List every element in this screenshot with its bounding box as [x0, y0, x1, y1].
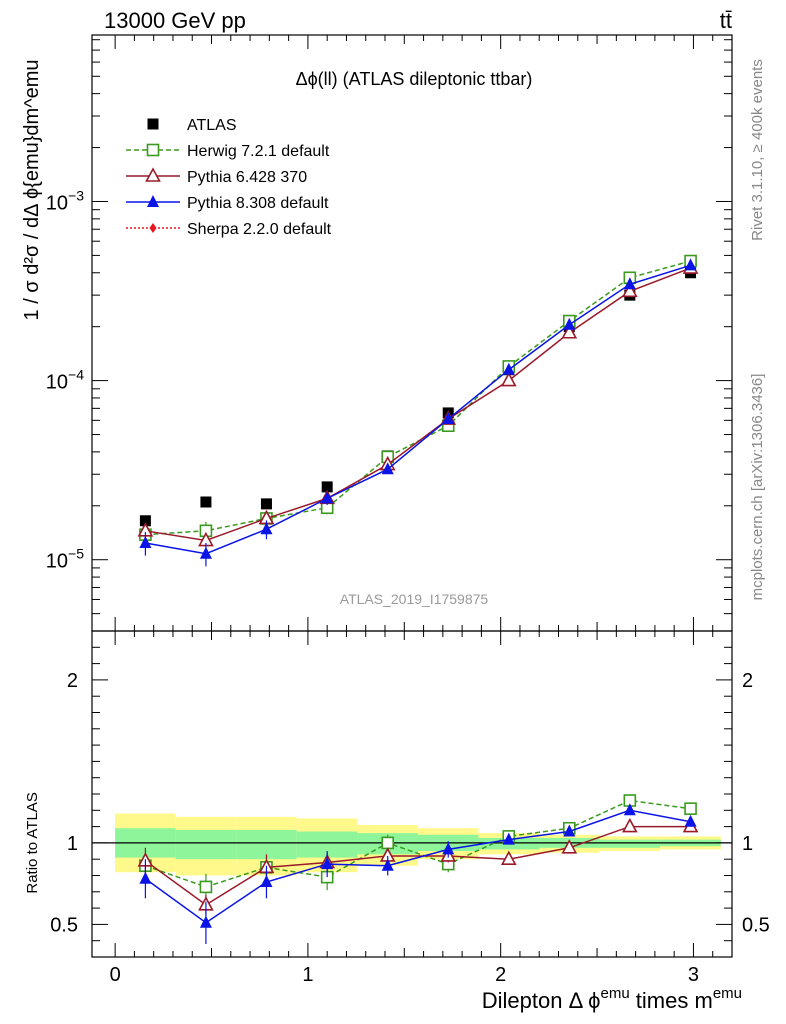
x-tick-label: 0	[110, 964, 121, 986]
ratio-point	[621, 817, 638, 833]
ratio-point	[623, 803, 636, 816]
data-point	[561, 324, 578, 339]
y-tick-label: 1	[742, 833, 753, 855]
ratio-panel: 0.5 0.5 1 1 2 2 0 1 2 3 Ratio to ATLAS Dilepton Δ ϕ…	[24, 630, 770, 1013]
ratio-y-label: Ratio to ATLAS	[24, 792, 41, 893]
legend-item: Pythia 6.428 370	[126, 167, 307, 186]
y-tick-label: 10−3	[46, 187, 84, 214]
legend-item: Sherpa 2.2.0 default	[126, 221, 332, 238]
data-point	[199, 546, 212, 559]
y-tick-label: 0.5	[50, 914, 78, 936]
ratio-point	[381, 836, 395, 850]
data-point	[200, 496, 212, 508]
ratio-series-line	[144, 809, 691, 924]
y-tick-label: 2	[67, 670, 78, 692]
series	[139, 254, 697, 543]
legend-marker	[145, 167, 161, 182]
series-line	[145, 267, 691, 542]
data-point	[381, 462, 394, 475]
header-right: tt̄	[720, 8, 732, 33]
legend-marker	[146, 143, 160, 157]
data-point	[260, 498, 272, 510]
data-point	[321, 491, 334, 504]
legend-label: Pythia 6.428 370	[187, 169, 307, 186]
legend-item: Pythia 8.308 default	[126, 195, 329, 212]
data-point	[500, 371, 517, 387]
x-tick-label: 3	[688, 964, 699, 986]
ratio-point	[321, 857, 334, 870]
ratio-point	[684, 814, 697, 827]
data-point	[139, 515, 151, 527]
side-text-bottom: mcplots.cern.ch [arXiv:1306.3436]	[749, 374, 766, 601]
y-tick-label: 10−5	[46, 546, 84, 573]
y-tick-label: 1	[67, 833, 78, 855]
uncertainty-band-green	[175, 829, 237, 860]
legend-item: Herwig 7.2.1 default	[126, 143, 330, 160]
data-point	[260, 522, 273, 535]
y-tick-label: 2	[742, 670, 753, 692]
ratio-series-line	[145, 799, 691, 888]
legend-label: ATLAS	[187, 117, 237, 134]
legend-marker	[147, 195, 159, 207]
series	[139, 267, 697, 527]
legend-item: ATLAS	[147, 117, 237, 134]
data-point	[623, 277, 636, 290]
chart-title: Δϕ(ll) (ATLAS dileptonic ttbar)	[296, 69, 533, 89]
y-tick-label: 10−4	[46, 367, 84, 394]
series-line	[145, 264, 691, 555]
ratio-point	[260, 875, 273, 888]
data-point	[621, 282, 638, 298]
legend-marker	[149, 223, 157, 233]
data-point	[442, 412, 455, 425]
x-axis-label: Dilepton Δ ϕemu times memu	[482, 985, 742, 1013]
side-text-top: Rivet 3.1.10, ≥ 400k events	[749, 59, 766, 241]
y-tick-label: 0.5	[742, 914, 770, 936]
data-point	[563, 317, 576, 330]
series	[137, 259, 699, 547]
series	[139, 258, 697, 567]
data-point	[321, 481, 333, 493]
legend-label: Pythia 8.308 default	[187, 195, 329, 212]
ratio-point	[500, 850, 517, 866]
x-tick-label: 2	[495, 964, 506, 986]
ratio-point	[139, 871, 152, 884]
ratio-point	[199, 880, 213, 894]
ratio-point	[199, 915, 212, 928]
data-point	[502, 362, 515, 375]
legend-label: Sherpa 2.2.0 default	[187, 221, 332, 238]
y-axis-label: 1 / σ d²σ / dΔ ϕ{emu}dm^emu	[21, 60, 43, 321]
ratio-point	[442, 842, 455, 855]
ratio-frame	[91, 630, 733, 958]
ratio-point	[563, 824, 576, 837]
x-tick-label: 1	[302, 964, 313, 986]
data-point	[139, 535, 152, 548]
header-left: 13000 GeV pp	[104, 8, 246, 33]
ratio-series-line	[144, 825, 691, 906]
watermark: ATLAS_2019_I1759875	[340, 591, 489, 607]
legend-marker	[147, 118, 159, 130]
ratio-point	[684, 802, 697, 815]
data-point	[684, 258, 697, 271]
legend-label: Herwig 7.2.1 default	[187, 143, 330, 160]
main-panel: 10−5 10−4 10−3 Δϕ(ll) (ATLAS dileptonic ttb…	[21, 34, 733, 632]
series-line	[145, 260, 691, 536]
uncertainty-band-green	[599, 839, 661, 848]
ratio-point	[502, 832, 515, 845]
ratio-series	[139, 803, 697, 944]
ratio-point	[561, 839, 578, 854]
ratio-point	[381, 858, 394, 871]
